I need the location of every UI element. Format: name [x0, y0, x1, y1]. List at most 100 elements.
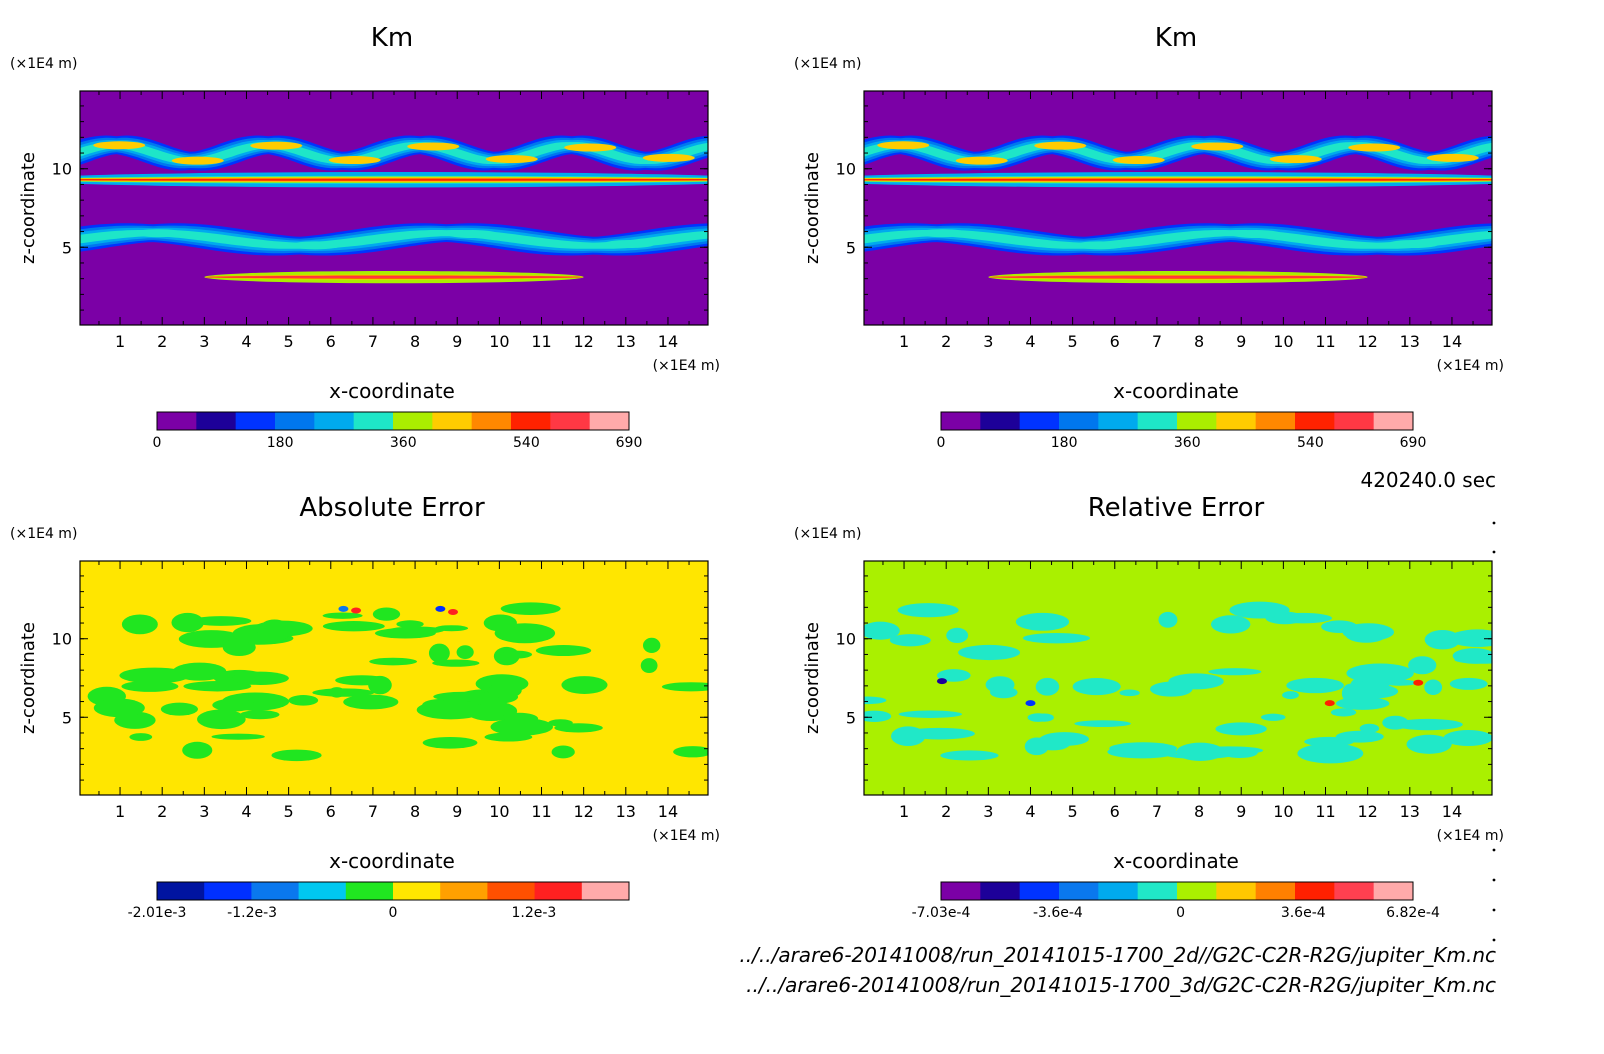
x-tick-label: 4: [241, 332, 251, 351]
band-contour: [990, 276, 1366, 279]
panel-title: Relative Error: [1088, 493, 1265, 523]
colorbar-swatch: [550, 412, 591, 430]
error-patch: [374, 628, 436, 639]
colorbar-swatch: [1098, 412, 1139, 430]
colorbar-swatch: [1334, 412, 1375, 430]
error-spot: [338, 605, 349, 612]
error-patch: [1273, 612, 1332, 624]
error-spot: [1025, 700, 1036, 707]
wave-peak-contour: [564, 143, 617, 152]
error-patch: [1336, 696, 1390, 710]
wave-peak-contour: [916, 229, 969, 238]
wave-peak-contour: [485, 155, 538, 164]
x-tick-label: 1: [899, 332, 909, 351]
error-patch: [322, 612, 363, 619]
colorbar-swatch: [487, 882, 536, 900]
colorbar-swatch: [941, 412, 981, 430]
wave-peak-contour: [1348, 143, 1401, 152]
error-patch: [490, 718, 553, 736]
panel-title: Km: [1155, 23, 1197, 53]
error-patch: [232, 671, 289, 685]
error-patch: [183, 681, 252, 692]
margin-dot: [1492, 550, 1496, 554]
file-path-1: ../../arare6-20141008/run_20141015-1700_…: [739, 943, 1496, 967]
colorbar-swatch: [1137, 882, 1178, 900]
x-tick-label: 8: [410, 802, 420, 821]
plot-area: [864, 91, 1492, 325]
wave-peak-contour: [877, 141, 930, 150]
panel-title: Km: [371, 23, 413, 53]
error-patch: [93, 698, 145, 718]
error-patch: [1408, 656, 1437, 675]
y-unit-label: (×1E4 m): [794, 526, 861, 542]
error-patch: [190, 616, 252, 626]
error-patch: [369, 657, 418, 666]
error-patch: [121, 614, 158, 635]
error-patch: [288, 695, 319, 706]
error-patch: [487, 682, 522, 699]
band-contour: [80, 178, 708, 181]
colorbar-frame: [940, 881, 1414, 901]
error-patch: [958, 644, 1021, 661]
x-tick-label: 5: [1068, 802, 1078, 821]
colorbar-label: 0: [937, 435, 946, 451]
x-tick-label: 6: [326, 332, 336, 351]
wave-layer-contour: [864, 142, 1492, 164]
x-tick-label: 12: [1357, 332, 1377, 351]
colorbar-swatch: [589, 412, 630, 430]
colorbar-swatch: [1216, 412, 1257, 430]
time-label: 420240.0 sec: [1360, 468, 1496, 492]
file-path-2: ../../arare6-20141008/run_20141015-1700_…: [746, 973, 1496, 997]
colorbar-swatch: [251, 882, 300, 900]
error-patch: [171, 612, 204, 633]
colorbar-swatch: [534, 882, 583, 900]
colorbar-label: 3.6e-4: [1281, 905, 1326, 921]
x-tick-label: 9: [1236, 802, 1246, 821]
wave-peak-contour: [132, 229, 185, 238]
colorbar-swatch: [1059, 882, 1099, 900]
wave-peak-contour: [93, 141, 146, 150]
y-axis-label: z-coordinate: [18, 152, 39, 264]
y-tick-label: 10: [52, 160, 72, 179]
wave-peak-contour: [1426, 153, 1479, 162]
colorbar-swatch: [1137, 412, 1178, 430]
error-spot: [435, 605, 446, 612]
x-tick-label: 1: [115, 802, 125, 821]
error-patch: [322, 621, 385, 632]
error-patch: [1215, 722, 1267, 736]
colorbar-swatch: [1216, 882, 1257, 900]
error-patch: [673, 746, 708, 758]
x-tick-label: 14: [658, 332, 678, 351]
x-tick-label: 4: [1025, 802, 1035, 821]
x-tick-label: 10: [489, 802, 509, 821]
error-patch: [1359, 723, 1380, 733]
error-patch: [1454, 655, 1492, 664]
error-patch: [1443, 729, 1492, 746]
error-patch: [946, 627, 969, 644]
colorbar-label: 360: [1174, 435, 1201, 451]
wave-peak-contour: [1073, 241, 1126, 250]
wave-peak-contour: [328, 156, 381, 165]
error-spot: [936, 678, 947, 685]
x-tick-label: 13: [1400, 332, 1420, 351]
colorbar-label: 6.82e-4: [1386, 905, 1440, 921]
x-tick-label: 11: [531, 802, 551, 821]
x-tick-label: 6: [1110, 802, 1120, 821]
error-patch: [1297, 743, 1364, 764]
x-axis-label: x-coordinate: [329, 849, 455, 873]
colorbar-swatch: [432, 412, 473, 430]
panel-title: Absolute Error: [299, 493, 485, 523]
x-axis-label: x-coordinate: [329, 379, 455, 403]
colorbar-swatch: [1098, 882, 1139, 900]
error-patch: [535, 645, 592, 657]
error-patch: [422, 736, 478, 749]
error-patch: [661, 682, 708, 692]
x-tick-label: 12: [573, 332, 593, 351]
error-patch: [1119, 689, 1140, 697]
plot-area: [80, 561, 708, 795]
error-patch: [940, 750, 999, 761]
colorbar-swatch: [1295, 412, 1335, 430]
error-patch: [897, 603, 959, 618]
error-patch: [1342, 623, 1395, 641]
colorbar-label: 1.2e-3: [511, 905, 556, 921]
